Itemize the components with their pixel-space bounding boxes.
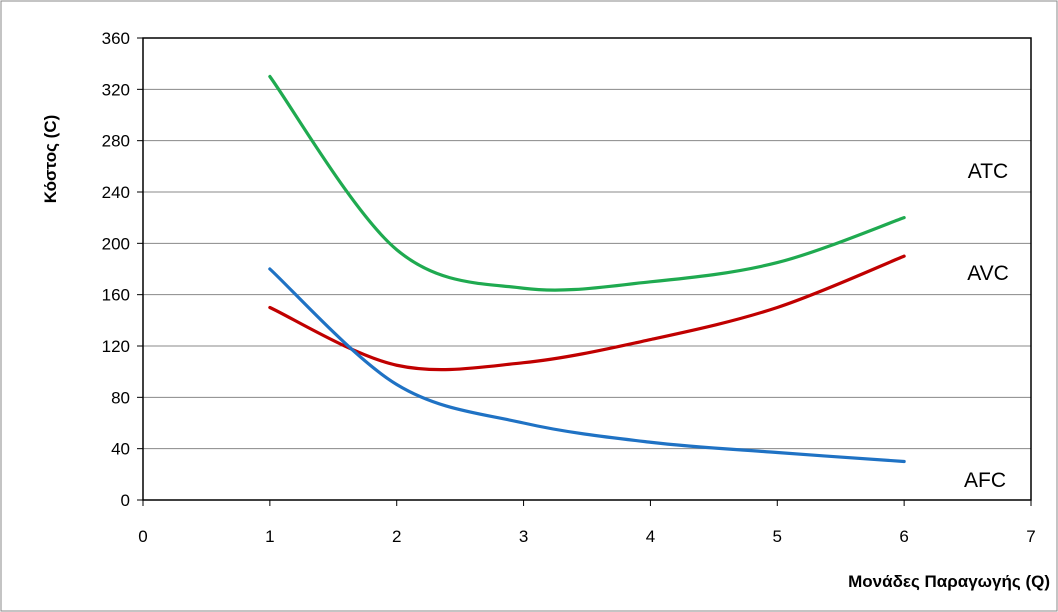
series-line-afc (268, 267, 906, 464)
x-tick-label: 1 (265, 527, 274, 546)
x-tick-label: 2 (392, 527, 401, 546)
x-tick-label: 5 (773, 527, 782, 546)
y-tick-label: 280 (102, 132, 130, 151)
series-label-afc: AFC (964, 469, 1006, 492)
series-lines (268, 74, 906, 464)
plot-area (142, 37, 1032, 501)
x-tick-label: 4 (646, 527, 655, 546)
series-line-atc (268, 74, 906, 292)
series-label-atc: ATC (968, 160, 1008, 183)
y-tick-label: 240 (102, 183, 130, 202)
y-tick-label: 160 (102, 286, 130, 305)
series-line-avc (268, 254, 906, 372)
x-tick-label: 0 (138, 527, 147, 546)
x-axis-title: Μονάδες Παραγωγής (Q) (848, 572, 1050, 591)
y-tick-label: 320 (102, 80, 130, 99)
series-label-avc: AVC (967, 262, 1009, 285)
x-tick-label: 6 (899, 527, 908, 546)
y-tick-label: 360 (102, 29, 130, 48)
series-labels: ATC AVC AFC (964, 160, 1009, 492)
x-tick-label: 3 (519, 527, 528, 546)
y-tick-label: 40 (111, 440, 130, 459)
y-tick-label: 80 (111, 388, 130, 407)
tick-labels: 0 40 80 120 160 200 240 280 320 360 0 1 2 3 4 5 6 7 (102, 29, 1036, 546)
x-tick-label: 7 (1026, 527, 1035, 546)
y-tick-label: 200 (102, 234, 130, 253)
y-axis-title: Κόστος (C) (41, 115, 60, 204)
gridlines (143, 88, 1031, 450)
y-tick-label: 120 (102, 337, 130, 356)
y-tick-label: 0 (121, 491, 130, 510)
